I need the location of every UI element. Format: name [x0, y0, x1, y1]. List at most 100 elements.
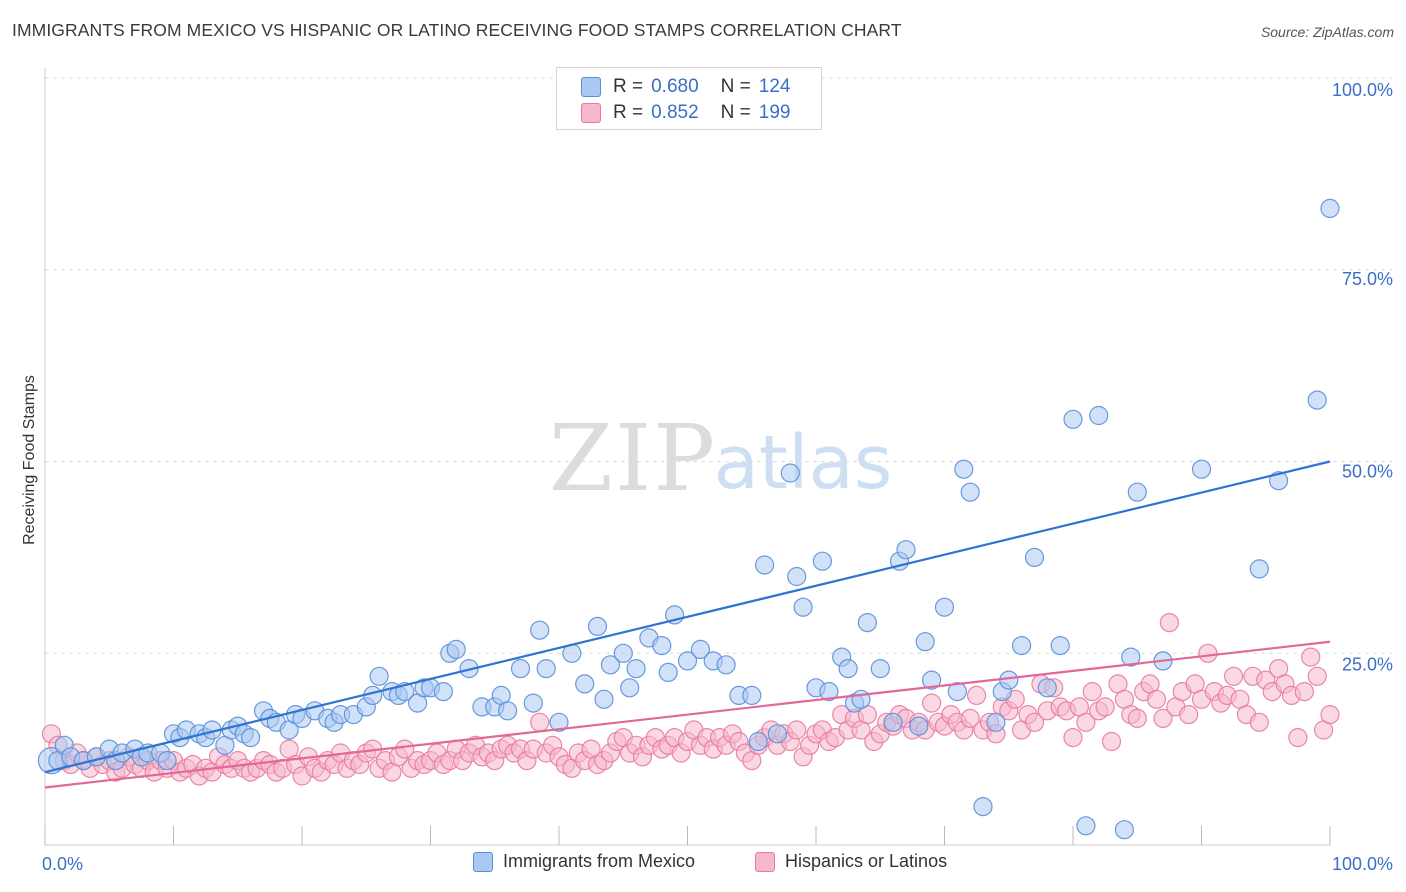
hispanics-point — [1320, 704, 1340, 725]
mexico-point — [1191, 459, 1212, 479]
series-legend: Immigrants from Mexico Hispanics or Lati… — [0, 851, 1406, 877]
mexico-point — [600, 655, 621, 675]
r-value: 0.680 — [651, 76, 699, 97]
mexico-point — [1024, 547, 1045, 568]
hispanics-trend-line — [44, 640, 1331, 789]
mexico-point — [523, 693, 543, 713]
mexico-point — [819, 681, 839, 702]
mexico-point — [754, 555, 775, 575]
mexico-swatch — [581, 77, 601, 97]
hispanics-point — [787, 720, 807, 740]
r-label: R = — [613, 76, 644, 97]
hispanics-swatch — [581, 103, 601, 123]
stats-row-hispanics: R = 0.852 N = 199 — [581, 101, 790, 125]
y-tick-label: 50.0% — [1342, 462, 1393, 482]
mexico-point — [954, 459, 974, 479]
mexico-point — [1076, 816, 1096, 836]
mexico-point — [1089, 405, 1109, 426]
mexico-point — [626, 658, 646, 679]
mexico-point — [1320, 198, 1340, 218]
r-value: 0.852 — [651, 102, 699, 123]
source-credit: Source: ZipAtlas.com — [1260, 24, 1394, 40]
x-tick-label-min: 0.0% — [42, 854, 83, 874]
mexico-point — [896, 540, 916, 560]
hispanics-point — [960, 708, 980, 729]
mexico-point — [157, 750, 177, 771]
mexico-point — [934, 597, 955, 617]
hispanics-point — [1159, 612, 1180, 633]
mexico-point — [883, 712, 903, 732]
mexico-point — [716, 655, 736, 675]
mexico-point — [1114, 820, 1135, 840]
hispanics-point — [1249, 712, 1269, 732]
mexico-point — [620, 678, 640, 698]
mexico-point — [973, 796, 993, 817]
hispanics-point — [966, 685, 987, 706]
grid-lines — [45, 77, 1395, 654]
mexico-point — [947, 681, 967, 702]
tick-labels: 25.0% 50.0% 75.0% 100.0% 0.0% 100.0% — [42, 80, 1393, 874]
mexico-point — [613, 643, 633, 663]
chart-title: IMMIGRANTS FROM MEXICO VS HISPANIC OR LA… — [12, 20, 902, 40]
hispanics-point — [1082, 681, 1102, 702]
legend-label-mexico: Immigrants from Mexico — [503, 851, 696, 871]
hispanics-point — [1095, 697, 1115, 717]
hispanics-point — [395, 739, 415, 759]
mexico-point — [1037, 678, 1057, 698]
mexico-point — [748, 731, 768, 752]
legend-label-hispanics: Hispanics or Latinos — [785, 851, 948, 871]
y-tick-label: 75.0% — [1342, 269, 1393, 289]
mexico-point — [857, 612, 878, 633]
mexico-point — [1127, 482, 1147, 502]
mexico-point — [530, 620, 550, 640]
mexico-point — [658, 662, 678, 683]
y-axis-label: Receiving Food Stamps — [21, 375, 38, 545]
mexico-point — [787, 566, 807, 587]
hispanics-point — [1063, 727, 1083, 748]
mexico-swatch — [473, 851, 493, 872]
hispanics-point — [921, 693, 942, 713]
mexico-point — [1011, 635, 1032, 656]
hispanics-point — [1288, 727, 1308, 748]
r-label: R = — [613, 102, 644, 123]
mexico-point — [793, 597, 813, 617]
stats-legend: R = 0.680 N = 124 R = 0.852 N = 199 — [556, 67, 822, 130]
hispanics-point — [530, 712, 550, 732]
mexico-point — [369, 666, 389, 686]
mexico-point — [690, 639, 711, 660]
mexico-point — [549, 712, 569, 732]
mexico-point — [594, 689, 614, 709]
mexico-point — [510, 658, 531, 679]
hispanics-point — [1076, 712, 1096, 732]
hispanics-point — [1294, 681, 1314, 702]
n-value: 199 — [758, 102, 791, 123]
hispanics-point — [1301, 647, 1321, 667]
watermark-zip: ZIP — [549, 405, 717, 512]
n-value: 124 — [758, 76, 791, 97]
hispanics-point — [1127, 708, 1147, 729]
hispanics-point — [1179, 704, 1199, 725]
mexico-point — [1050, 635, 1070, 656]
mexico-point — [870, 658, 890, 679]
mexico-point — [780, 463, 800, 483]
hispanics-point — [1198, 643, 1218, 663]
legend-item-mexico[interactable]: Immigrants from Mexico — [473, 851, 695, 872]
mexico-point — [433, 681, 453, 702]
y-tick-label: 25.0% — [1342, 654, 1393, 674]
mexico-point — [575, 674, 595, 694]
mexico-point — [742, 685, 762, 706]
mexico-point — [1063, 409, 1083, 429]
trend-lines — [44, 460, 1331, 789]
mexico-point — [677, 651, 698, 671]
hispanics-point — [1153, 708, 1173, 729]
mexico-point — [587, 616, 608, 637]
hispanics-point — [1024, 712, 1045, 732]
legend-item-hispanics[interactable]: Hispanics or Latinos — [755, 851, 947, 872]
mexico-point — [536, 658, 556, 679]
mexico-point — [909, 716, 929, 736]
mexico-point — [446, 639, 466, 660]
mexico-point — [767, 724, 788, 744]
mexico-point — [986, 712, 1006, 732]
hispanics-point — [1101, 731, 1122, 752]
